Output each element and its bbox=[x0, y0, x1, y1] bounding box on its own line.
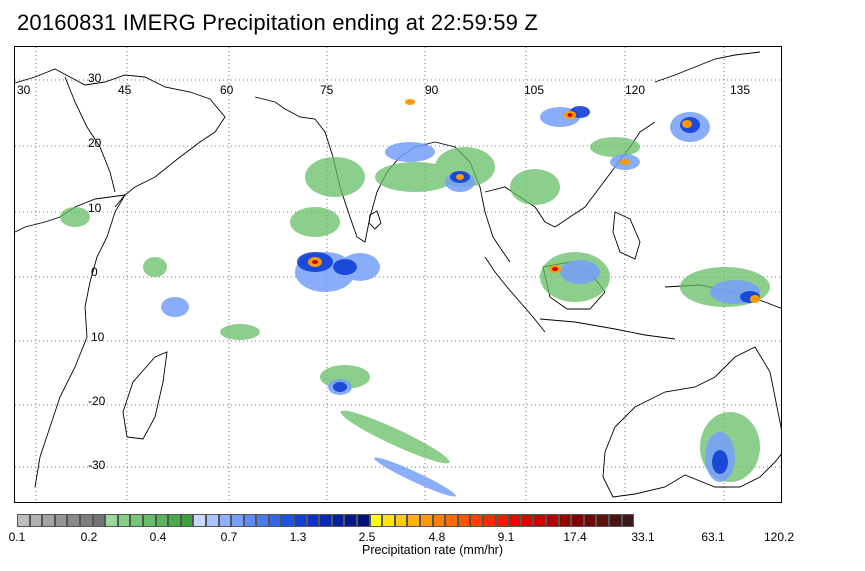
colorbar-swatch bbox=[130, 514, 143, 527]
colorbar-swatch bbox=[67, 514, 80, 527]
colorbar-swatch bbox=[482, 514, 496, 527]
colorbar-swatch bbox=[457, 514, 471, 527]
colorbar-swatch bbox=[205, 514, 219, 527]
colorbar-tick: 1.3 bbox=[289, 530, 307, 544]
lat-label: 0 bbox=[91, 265, 98, 279]
colorbar-swatch bbox=[369, 514, 383, 527]
colorbar-tick: 4.8 bbox=[428, 530, 446, 544]
colorbar-swatch bbox=[357, 514, 370, 527]
lat-label: 10 bbox=[88, 201, 102, 215]
lat-label: 10 bbox=[91, 330, 105, 344]
lon-label: 120 bbox=[625, 83, 645, 97]
lat-label: -20 bbox=[88, 394, 106, 408]
colorbar-tick: 0.7 bbox=[220, 530, 238, 544]
colorbar-swatch bbox=[331, 514, 345, 527]
colorbar-tick: 120.2 bbox=[763, 530, 795, 544]
colorbar-swatch bbox=[218, 514, 232, 527]
colorbar-swatch bbox=[394, 514, 408, 527]
colorbar-swatch bbox=[180, 514, 194, 527]
colorbar-swatch bbox=[155, 514, 169, 527]
precipitation-field bbox=[60, 99, 770, 497]
colorbar-swatch bbox=[294, 514, 307, 527]
colorbar-swatch bbox=[105, 514, 118, 527]
colorbar-swatch bbox=[558, 514, 572, 527]
colorbar-swatch bbox=[495, 514, 509, 527]
lon-label: 30 bbox=[17, 83, 31, 97]
lon-label: 90 bbox=[425, 83, 439, 97]
colorbar-swatch bbox=[17, 514, 30, 527]
colorbar-swatch bbox=[445, 514, 458, 527]
lat-label: 20 bbox=[88, 136, 102, 150]
colorbar-swatch bbox=[92, 514, 106, 527]
colorbar-swatch bbox=[420, 514, 433, 527]
lon-label: 75 bbox=[320, 83, 334, 97]
colorbar-tick: 0.1 bbox=[8, 530, 26, 544]
colorbar-swatch bbox=[621, 514, 635, 527]
colorbar-swatch bbox=[432, 514, 446, 527]
colorbar-swatch bbox=[168, 514, 181, 527]
colorbar-swatch bbox=[596, 514, 609, 527]
latitude-labels: 30 20 10 0 10 -20 -30 bbox=[88, 71, 106, 472]
colorbar-tick: 9.1 bbox=[497, 530, 515, 544]
colorbar bbox=[17, 514, 635, 527]
colorbar-swatch bbox=[407, 514, 420, 527]
colorbar-tick: 0.4 bbox=[149, 530, 167, 544]
colorbar-swatch bbox=[256, 514, 269, 527]
lon-label: 135 bbox=[730, 83, 750, 97]
colorbar-title: Precipitation rate (mm/hr) bbox=[361, 543, 503, 557]
colorbar-swatch bbox=[281, 514, 295, 527]
colorbar-tick: 17.4 bbox=[563, 530, 587, 544]
lat-label: -30 bbox=[88, 458, 106, 472]
precipitation-map: 30 45 60 75 90 105 120 135 30 20 10 0 10… bbox=[14, 46, 782, 503]
colorbar-swatch bbox=[268, 514, 282, 527]
colorbar-swatch bbox=[608, 514, 622, 527]
colorbar-swatch bbox=[29, 514, 43, 527]
lon-label: 105 bbox=[524, 83, 544, 97]
colorbar-swatch bbox=[382, 514, 395, 527]
colorbar-swatch bbox=[306, 514, 320, 527]
colorbar-swatch bbox=[42, 514, 55, 527]
colorbar-swatch bbox=[193, 514, 206, 527]
colorbar-swatch bbox=[344, 514, 358, 527]
colorbar-swatch bbox=[117, 514, 131, 527]
colorbar-swatch bbox=[545, 514, 559, 527]
colorbar-swatch bbox=[319, 514, 332, 527]
map-title: 20160831 IMERG Precipitation ending at 2… bbox=[17, 10, 539, 35]
colorbar-swatch bbox=[142, 514, 156, 527]
colorbar-swatch bbox=[533, 514, 546, 527]
colorbar-tick: 33.1 bbox=[631, 530, 655, 544]
colorbar-swatch bbox=[243, 514, 257, 527]
longitude-labels: 30 45 60 75 90 105 120 135 bbox=[17, 83, 750, 97]
colorbar-swatch bbox=[54, 514, 68, 527]
colorbar-tick: 63.1 bbox=[701, 530, 725, 544]
colorbar-swatch bbox=[79, 514, 93, 527]
graticule bbox=[15, 47, 781, 502]
colorbar-swatch bbox=[571, 514, 584, 527]
lon-label: 45 bbox=[118, 83, 132, 97]
colorbar-tick: 2.5 bbox=[358, 530, 376, 544]
colorbar-swatch bbox=[231, 514, 244, 527]
colorbar-tick: 0.2 bbox=[80, 530, 98, 544]
colorbar-swatch bbox=[508, 514, 521, 527]
colorbar-swatch bbox=[583, 514, 597, 527]
colorbar-swatch bbox=[520, 514, 534, 527]
colorbar-swatch bbox=[470, 514, 483, 527]
lat-label: 30 bbox=[88, 71, 102, 85]
lon-label: 60 bbox=[220, 83, 234, 97]
